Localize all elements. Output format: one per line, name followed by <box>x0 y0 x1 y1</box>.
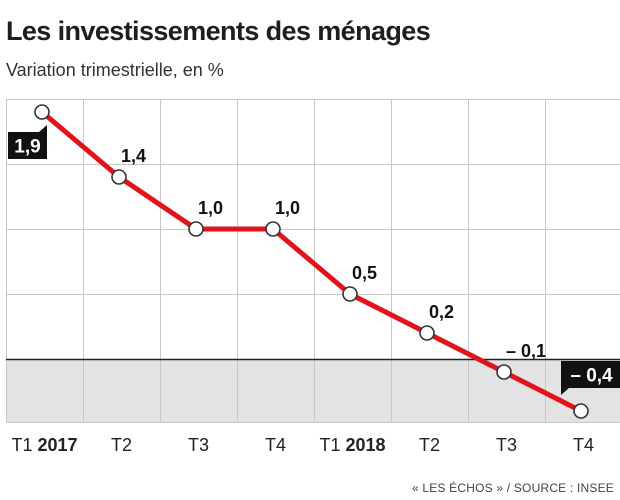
chart-data-labels: 1,9 1,4 1,0 1,0 0,5 0,2 – 0,1 – 0,4 <box>8 125 620 395</box>
x-tick-label: T1 2018 <box>319 435 385 455</box>
chart-subtitle: Variation trimestrielle, en % <box>6 60 224 80</box>
data-label-callout: – 0,4 <box>561 361 620 395</box>
label-box <box>8 132 47 159</box>
data-label: 1,0 <box>275 198 300 218</box>
chart-background <box>6 359 620 422</box>
x-tick-quarter: T2 <box>419 435 440 455</box>
chart-points <box>34 104 589 419</box>
data-label: 0,5 <box>352 263 377 283</box>
label-box <box>561 361 620 388</box>
data-point <box>496 364 512 380</box>
label-pointer <box>39 125 47 132</box>
data-point <box>34 104 50 120</box>
data-label: 1,0 <box>198 198 223 218</box>
x-tick-label: T3 <box>496 435 517 455</box>
x-tick-quarter: T4 <box>573 435 594 455</box>
data-label: 0,2 <box>429 302 454 322</box>
x-tick-quarter: T3 <box>188 435 209 455</box>
source-note: « LES ÉCHOS » / SOURCE : INSEE <box>411 481 614 495</box>
x-tick-label: T4 <box>573 435 594 455</box>
chart-series <box>39 109 584 414</box>
chart-title: Les investissements des ménages <box>6 16 431 46</box>
data-label: 1,4 <box>121 146 146 166</box>
x-tick-label: T2 <box>111 435 132 455</box>
data-point <box>573 403 589 419</box>
x-tick-year: 2018 <box>340 435 385 455</box>
negative-area <box>6 359 620 422</box>
x-tick-quarter: T4 <box>265 435 286 455</box>
x-tick-label: T4 <box>265 435 286 455</box>
x-tick-quarter: T1 <box>11 435 32 455</box>
x-tick-quarter: T1 <box>319 435 340 455</box>
data-point <box>188 221 204 237</box>
data-point <box>265 221 281 237</box>
x-tick-label: T1 2017 <box>11 435 77 455</box>
label-pointer <box>561 388 569 395</box>
chart-x-axis: T1 2017 T2 T3 T4 T1 2018 T2 T3 T4 <box>11 435 594 455</box>
data-label: 1,9 <box>14 137 40 158</box>
x-tick-label: T3 <box>188 435 209 455</box>
data-label: – 0,1 <box>506 341 546 361</box>
data-label-callout: 1,9 <box>8 125 47 159</box>
data-point <box>419 325 435 341</box>
x-tick-quarter: T2 <box>111 435 132 455</box>
x-tick-quarter: T3 <box>496 435 517 455</box>
data-point <box>111 169 127 185</box>
x-tick-year: 2017 <box>32 435 77 455</box>
data-label: – 0,4 <box>570 366 613 387</box>
series-line <box>39 109 584 414</box>
data-point <box>342 286 358 302</box>
x-tick-label: T2 <box>419 435 440 455</box>
chart-grid <box>6 99 620 423</box>
